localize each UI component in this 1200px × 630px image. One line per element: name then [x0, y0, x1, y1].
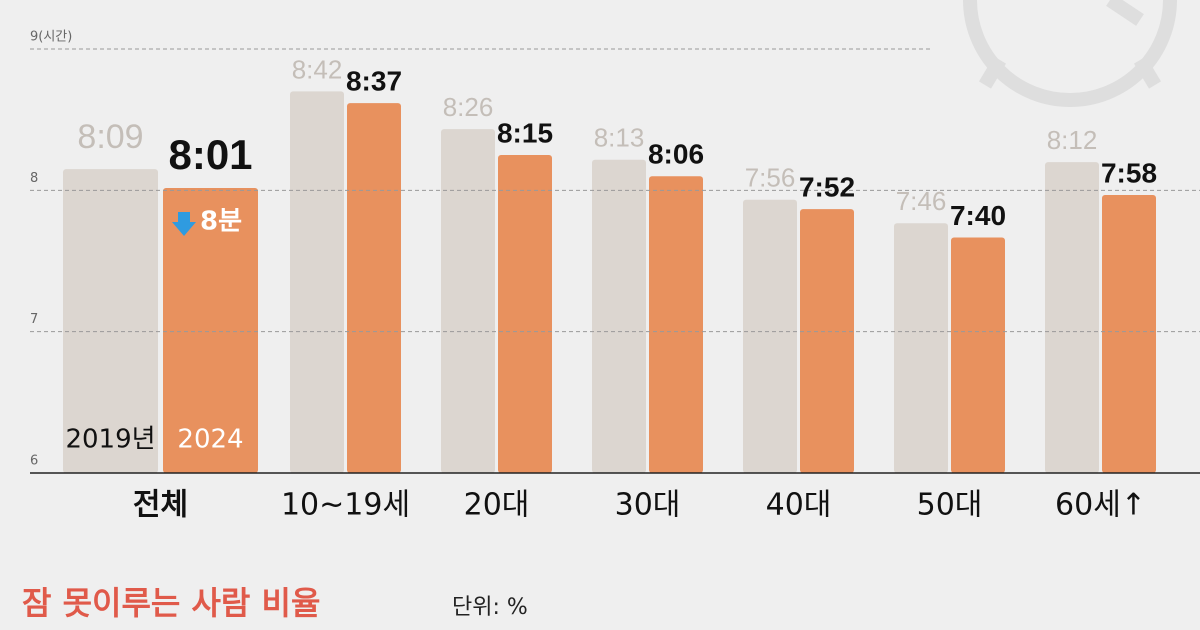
x-tick-label: 20대 — [464, 488, 530, 523]
value-label: 7:40 — [950, 200, 1006, 231]
value-label: 8:09 — [77, 118, 143, 156]
bar — [498, 155, 552, 473]
x-tick-label: 50대 — [917, 488, 983, 523]
bar — [894, 223, 948, 473]
value-label: 7:46 — [896, 186, 947, 216]
change-annotation: 8분 — [200, 207, 242, 237]
footer-title: 잠 못이루는 사람 비율 — [22, 584, 320, 622]
y-tick-label: 8 — [30, 171, 38, 186]
x-tick-label: 전체 — [133, 488, 188, 523]
bar — [347, 103, 401, 473]
value-label: 8:42 — [292, 54, 343, 84]
x-tick-label: 40대 — [766, 488, 832, 523]
footer-unit: 단위: % — [452, 595, 528, 620]
bar — [1102, 195, 1156, 473]
x-tick-label: 10~19세 — [281, 488, 410, 523]
bar — [800, 209, 854, 473]
down-arrow — [172, 212, 196, 236]
bar — [441, 129, 495, 473]
y-tick-label: 9(시간) — [30, 30, 72, 45]
value-label: 8:13 — [594, 123, 645, 153]
value-label: 8:06 — [648, 139, 704, 170]
value-label: 8:15 — [497, 117, 553, 148]
bar — [951, 237, 1005, 473]
bar — [63, 169, 158, 473]
x-tick-label: 60세↑ — [1055, 488, 1146, 523]
x-tick-label: 30대 — [615, 488, 681, 523]
value-label: 8:01 — [168, 131, 252, 178]
y-tick-label: 6 — [30, 454, 38, 469]
bar — [592, 159, 646, 473]
legend-label: 2024 — [177, 425, 243, 455]
value-label: 8:26 — [443, 92, 494, 122]
y-tick-label: 7 — [30, 312, 38, 327]
value-label: 7:58 — [1101, 157, 1157, 188]
value-label: 7:52 — [799, 172, 855, 203]
bar — [649, 176, 703, 473]
value-label: 8:12 — [1047, 125, 1098, 155]
bar — [163, 187, 258, 473]
bar — [1045, 162, 1099, 474]
bar — [743, 199, 797, 474]
value-label: 8:37 — [346, 66, 402, 97]
legend-label: 2019년 — [65, 425, 155, 455]
value-label: 7:56 — [745, 163, 796, 193]
bar — [290, 91, 344, 474]
clock-decoration — [963, 0, 1177, 107]
